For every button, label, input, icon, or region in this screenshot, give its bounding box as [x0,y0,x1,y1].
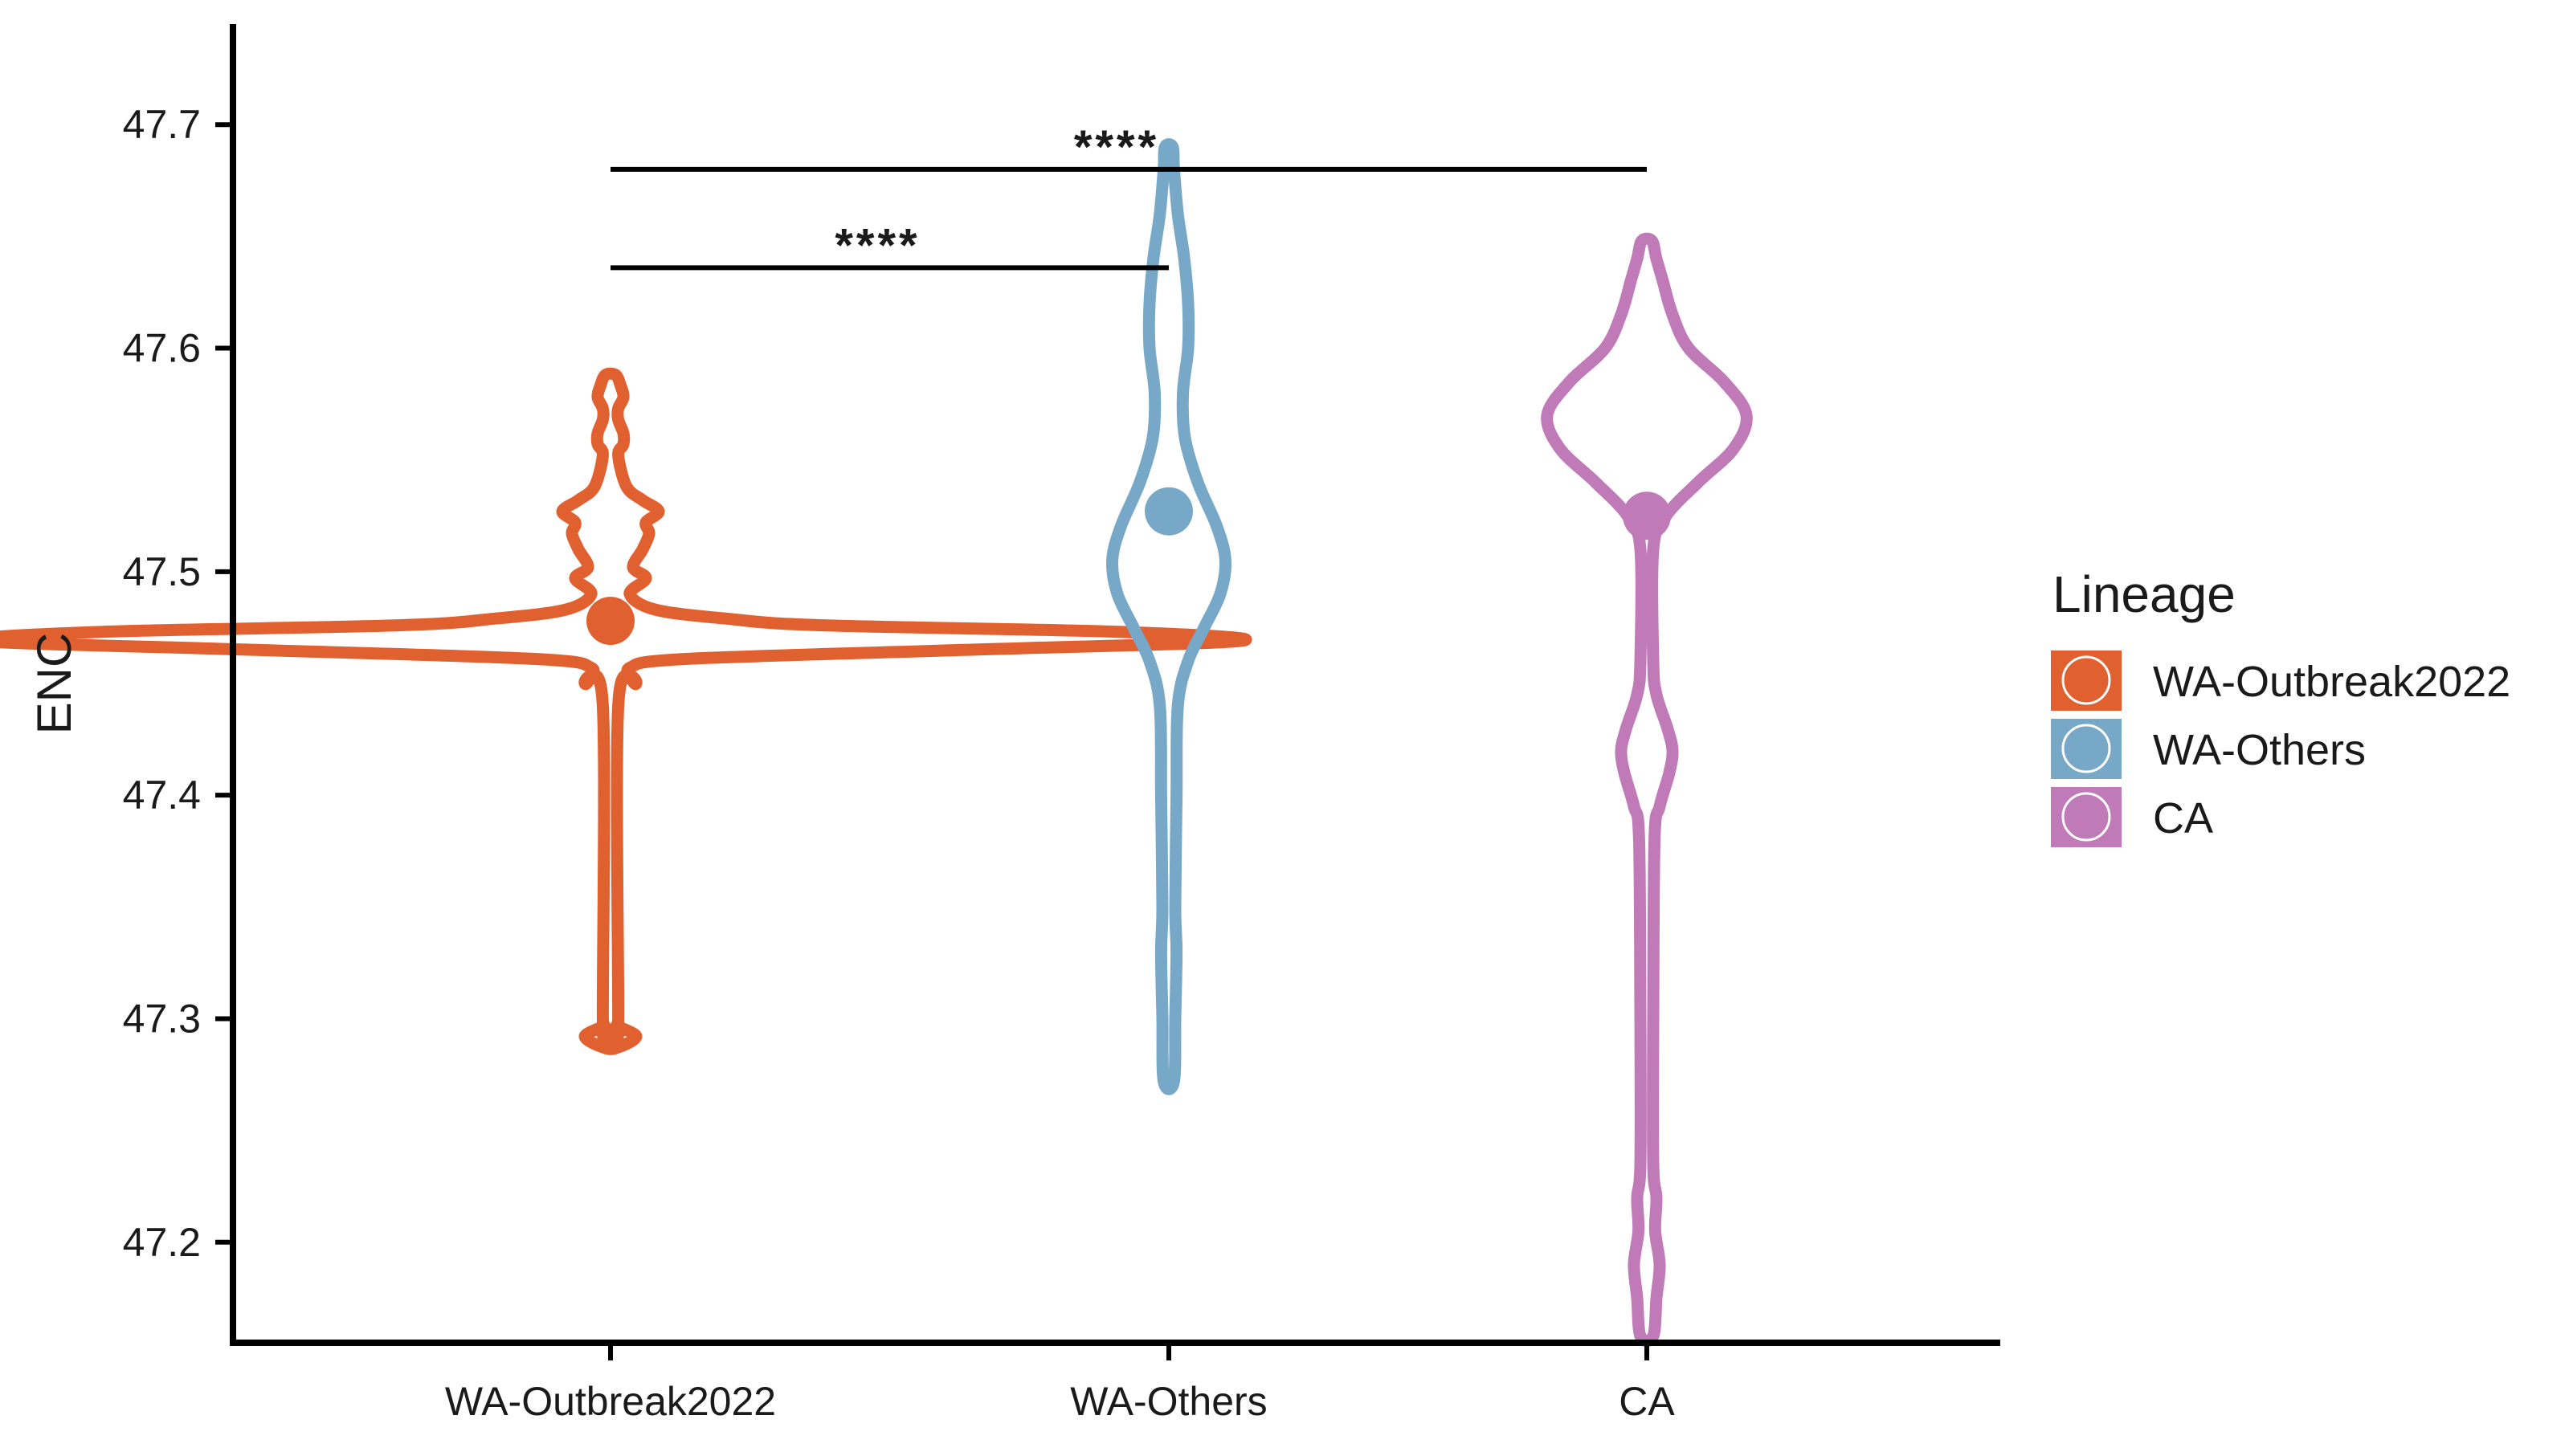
x-ticks: WA-Outbreak2022 WA-Others CA [445,1343,1675,1424]
violin-outline [0,367,1252,1055]
violin-wa-others [1105,138,1232,1095]
mean-point [1145,487,1193,536]
x-tick-label: WA-Outbreak2022 [445,1379,776,1424]
legend-label: WA-Others [2153,726,2366,774]
violin-wa-outbreak2022 [0,367,1252,1055]
plot-area [0,138,1753,1347]
y-tick-label: 47.5 [123,549,201,594]
y-tick-label: 47.7 [123,102,201,147]
legend-swatch-dot [2061,792,2111,842]
legend-item: WA-Others [2051,719,2366,779]
axes: 47.2 47.3 47.4 47.5 47.6 47.7 WA-Outbreak2022… [27,24,2000,1424]
violin-ca [1541,232,1753,1347]
y-tick-label: 47.4 [123,773,201,818]
legend-item: WA-Outbreak2022 [2051,651,2510,711]
significance-label: **** [1074,121,1159,173]
mean-point [1623,491,1671,540]
legend-label: CA [2153,794,2213,842]
y-tick-label: 47.3 [123,996,201,1041]
violin-outline [1541,232,1753,1347]
legend: Lineage WA-Outbreak2022 WA-Others CA [2051,565,2510,847]
significance-brackets: **** **** [611,121,1647,271]
legend-label: WA-Outbreak2022 [2153,658,2510,706]
violin-outline [1105,138,1232,1095]
legend-swatch-dot [2061,655,2111,705]
mean-point [586,597,635,646]
y-tick-label: 47.2 [123,1220,201,1265]
y-axis-title: ENC [27,633,81,735]
legend-title: Lineage [2052,565,2236,623]
y-tick-label: 47.6 [123,326,201,371]
legend-swatch-dot [2061,724,2111,773]
y-ticks: 47.2 47.3 47.4 47.5 47.6 47.7 [123,102,233,1265]
x-tick-label: WA-Others [1070,1379,1267,1424]
legend-items: WA-Outbreak2022 WA-Others CA [2051,651,2510,847]
significance-label: **** [835,219,920,271]
legend-item: CA [2051,787,2213,847]
x-tick-label: CA [1619,1379,1675,1424]
